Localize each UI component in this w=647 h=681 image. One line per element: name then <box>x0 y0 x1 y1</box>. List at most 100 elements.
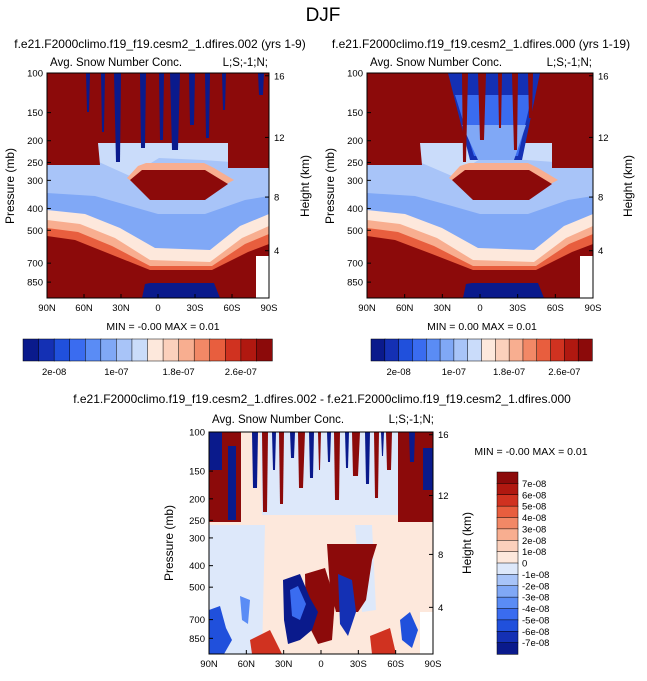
y2-tick-label: 8 <box>598 193 603 204</box>
y-tick-label: 500 <box>347 226 363 237</box>
colorbar-swatch <box>496 562 519 576</box>
panel-c-surface-red-right <box>370 628 396 654</box>
panel-a-cap <box>47 73 269 143</box>
panel-c-colorbar <box>496 471 519 655</box>
colorbar-swatch <box>38 338 55 362</box>
colorbar-swatch <box>564 338 579 362</box>
panel-a-colorbar-labels: 2e-08 1e-07 1.8e-07 2.6e-07 <box>42 367 257 378</box>
panel-b-title: f.e21.F2000climo.f19_f19.cesm2_1.dfires.… <box>332 37 630 51</box>
panel-b-y2label: Height (km) <box>621 155 635 217</box>
colorbar-label: 6e-08 <box>522 490 546 501</box>
panel-b-y2-ticks: 16 12 8 4 <box>589 71 609 257</box>
y-tick-label: 200 <box>347 136 363 147</box>
y-tick-label: 250 <box>347 158 363 169</box>
panel-c-y2label: Height (km) <box>460 512 474 574</box>
colorbar-swatch <box>508 338 524 362</box>
panel-b-subtitle-right: L;S;-1;N; <box>547 57 592 69</box>
panel-c-stripes-blue <box>252 432 384 488</box>
colorbar-swatch <box>577 338 593 362</box>
x-tick-label: 60S <box>547 303 564 314</box>
colorbar-label: -4e-08 <box>522 604 549 615</box>
panel-c-left-dots-2 <box>240 596 250 624</box>
y-tick-label: 250 <box>27 158 43 169</box>
panel-a-cap-lobe-right <box>228 143 269 168</box>
panel-c: f.e21.F2000climo.f19_f19.cesm2_1.dfires.… <box>73 392 588 670</box>
colorbar-swatch <box>193 338 211 362</box>
colorbar-swatch <box>550 338 566 362</box>
panel-b-colorbar <box>370 338 593 362</box>
panel-b-y-ticks: 100 150 200 250 300 400 500 700 850 <box>347 69 371 289</box>
colorbar-swatch <box>178 338 195 362</box>
y-tick-label: 300 <box>27 176 43 187</box>
panel-c-right-blue <box>338 574 356 636</box>
colorbar-swatch <box>53 338 71 362</box>
colorbar-label: 1.8e-07 <box>493 367 525 378</box>
colorbar-swatch <box>496 619 519 632</box>
panel-c-cap-blue <box>209 432 433 520</box>
x-tick-label: 30N <box>112 303 130 314</box>
panel-b-field <box>367 73 593 298</box>
colorbar-swatch <box>496 642 519 655</box>
colorbar-label: 7e-08 <box>522 479 546 490</box>
colorbar-swatch <box>116 338 133 362</box>
colorbar-swatch <box>496 517 519 530</box>
panel-c-subtitle-left: Avg. Snow Number Conc. <box>212 414 344 426</box>
panel-c-blue-blob-edge <box>290 586 306 620</box>
y2-tick-label: 16 <box>274 71 285 82</box>
colorbar-label: 3e-08 <box>522 524 546 535</box>
y2-tick-label: 16 <box>438 430 449 441</box>
panel-b-x-ticks: 90N 60N 30N 0 30S 60S 90S <box>358 294 601 314</box>
panel-c-right-dots <box>400 612 418 648</box>
x-tick-label: 60N <box>75 303 93 314</box>
y-tick-label: 850 <box>27 278 43 289</box>
colorbar-swatch <box>85 338 102 362</box>
colorbar-swatch <box>481 338 496 362</box>
colorbar-label: -5e-08 <box>522 615 549 626</box>
colorbar-swatch <box>496 585 519 598</box>
x-tick-label: 90N <box>358 303 376 314</box>
panel-c-stripes <box>262 432 392 512</box>
panel-c-x-ticks: 90N 60N 30N 0 30S 60S 90S <box>200 650 441 670</box>
colorbar-swatch <box>453 338 469 362</box>
y-tick-label: 500 <box>27 226 43 237</box>
colorbar-swatch <box>131 338 149 362</box>
colorbar-swatch <box>439 338 455 362</box>
panel-a-holes <box>86 73 264 162</box>
panel-a-x-ticks: 90N 60N 30N 0 30S 60S 90S <box>38 294 277 314</box>
y-tick-label: 100 <box>189 428 205 439</box>
y-tick-label: 150 <box>27 108 43 119</box>
colorbar-label: 2e-08 <box>42 367 66 378</box>
y2-tick-label: 16 <box>598 71 609 82</box>
panel-c-left-dots <box>209 606 232 654</box>
colorbar-label: 2e-08 <box>386 367 410 378</box>
y2-tick-label: 12 <box>598 133 609 144</box>
panel-b-cap-lobe-left <box>367 143 422 165</box>
panel-a-y2-ticks: 16 12 8 4 <box>265 71 285 257</box>
x-tick-label: 60N <box>396 303 414 314</box>
panel-c-title: f.e21.F2000climo.f19_f19.cesm2_1.dfires.… <box>73 392 571 406</box>
y-tick-label: 150 <box>347 108 363 119</box>
colorbar-swatch <box>398 338 414 362</box>
panel-b-terrain-mask <box>580 256 593 298</box>
panel-a-ylabel: Pressure (mb) <box>3 148 17 224</box>
colorbar-label: 2e-08 <box>522 536 546 547</box>
panel-a-cap-lobe-left <box>47 143 100 165</box>
y-tick-label: 700 <box>27 259 43 270</box>
colorbar-label: 1e-07 <box>442 367 466 378</box>
colorbar-label: -7e-08 <box>522 638 549 649</box>
y2-tick-label: 4 <box>438 603 443 614</box>
x-tick-label: 90S <box>425 659 442 670</box>
colorbar-swatch <box>496 505 519 519</box>
x-tick-label: 90S <box>261 303 278 314</box>
colorbar-swatch <box>209 338 226 362</box>
panel-a-y-ticks: 100 150 200 250 300 400 500 700 850 <box>27 69 51 289</box>
colorbar-swatch <box>370 338 386 362</box>
colorbar-swatch <box>496 608 519 621</box>
panel-a-surface-pocket <box>142 283 220 298</box>
x-tick-label: 30N <box>275 659 293 670</box>
panel-b-inner-core <box>452 170 552 200</box>
y-tick-label: 300 <box>347 176 363 187</box>
colorbar-label: -2e-08 <box>522 581 549 592</box>
panel-c-y-ticks: 100 150 200 250 300 400 500 700 850 <box>189 428 213 645</box>
